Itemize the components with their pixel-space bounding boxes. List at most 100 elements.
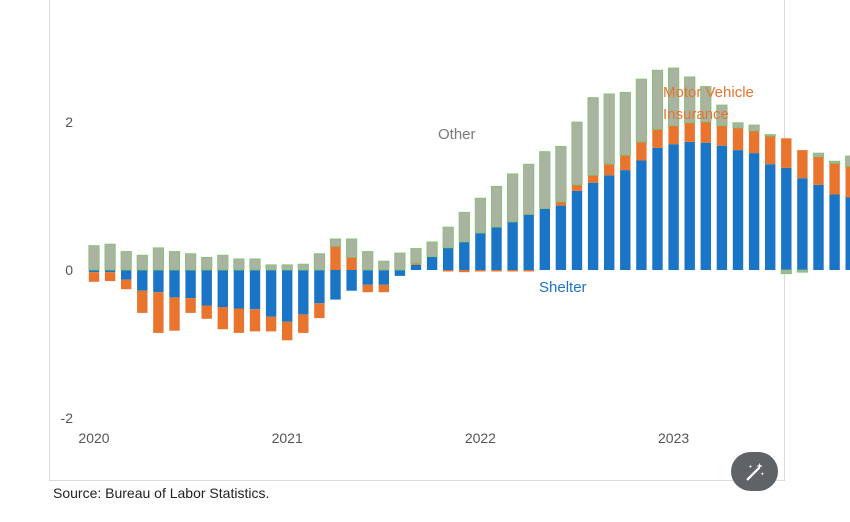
bar-shelter [443, 247, 454, 270]
y-tick-label: 2 [65, 114, 73, 130]
bar-motor-vehicle-insurance [314, 303, 325, 319]
bar-shelter [410, 264, 422, 270]
bar-shelter [314, 270, 325, 304]
bar-shelter [620, 170, 631, 270]
bar-other [265, 264, 277, 271]
bar-other [796, 269, 809, 273]
y-tick-label: -2 [61, 410, 74, 426]
bar-other [88, 245, 100, 271]
bar-motor-vehicle-insurance [652, 129, 663, 148]
bar-other [281, 264, 293, 271]
bar-motor-vehicle-insurance [330, 246, 341, 270]
bar-motor-vehicle-insurance [700, 122, 711, 143]
bar-shelter [249, 270, 261, 310]
bar-other [394, 252, 406, 271]
bar-other [410, 248, 422, 264]
bar-motor-vehicle-insurance [201, 305, 212, 319]
bar-other [362, 251, 374, 271]
bar-motor-vehicle-insurance [346, 257, 357, 270]
bar-other [426, 241, 438, 258]
y-tick-label: 0 [65, 262, 73, 278]
bar-other [442, 226, 454, 249]
bar-shelter [716, 145, 728, 270]
bar-shelter [104, 270, 116, 273]
bar-other [136, 254, 148, 271]
bar-shelter [668, 144, 679, 270]
bar-shelter [298, 270, 309, 315]
bar-motor-vehicle-insurance [104, 272, 116, 282]
bar-motor-vehicle-insurance [604, 164, 615, 176]
bar-shelter [217, 270, 228, 307]
bar-shelter [587, 182, 599, 270]
bar-motor-vehicle-insurance [282, 321, 293, 341]
bar-motor-vehicle-insurance [362, 284, 373, 293]
bar-shelter [539, 208, 550, 270]
bar-motor-vehicle-insurance [829, 163, 840, 195]
bar-shelter [330, 270, 341, 300]
bar-other [716, 104, 728, 127]
bar-other [619, 92, 631, 156]
x-tick-label: 2020 [78, 430, 109, 446]
bar-other [668, 67, 680, 127]
bar-motor-vehicle-insurance [668, 125, 679, 145]
bar-motor-vehicle-insurance [88, 272, 100, 282]
bar-other [217, 254, 229, 271]
bar-shelter [845, 197, 850, 270]
bar-motor-vehicle-insurance [845, 166, 850, 198]
bar-shelter [475, 233, 486, 270]
bar-shelter [507, 221, 518, 270]
bar-other [780, 269, 792, 275]
bar-shelter [282, 270, 293, 322]
bar-motor-vehicle-insurance [748, 130, 760, 154]
magic-edit-button[interactable] [731, 452, 778, 491]
bar-shelter [636, 160, 647, 270]
bar-shelter [201, 270, 212, 306]
bar-other [458, 211, 470, 243]
bar-shelter [765, 164, 776, 270]
bar-motor-vehicle-insurance [410, 263, 422, 265]
bar-other [812, 152, 825, 158]
bar-other [329, 238, 342, 247]
bar-other [120, 251, 132, 271]
bar-motor-vehicle-insurance [169, 297, 180, 331]
bar-motor-vehicle-insurance [797, 150, 808, 179]
bar-motor-vehicle-insurance [636, 142, 647, 161]
bar-motor-vehicle-insurance [555, 201, 567, 206]
bar-motor-vehicle-insurance [587, 175, 599, 183]
bar-shelter [491, 227, 502, 270]
bar-other [700, 86, 712, 123]
bar-other [104, 243, 116, 271]
bar-shelter [426, 256, 438, 270]
bar-other [539, 151, 551, 210]
bar-shelter [233, 270, 245, 309]
bar-motor-vehicle-insurance [620, 155, 631, 171]
bar-other [635, 78, 648, 143]
bar-shelter [265, 270, 277, 317]
bar-other [555, 145, 567, 203]
bar-other [506, 173, 519, 223]
bar-motor-vehicle-insurance [765, 136, 776, 165]
bar-motor-vehicle-insurance [781, 138, 792, 168]
bar-other [571, 121, 583, 186]
bar-shelter [781, 167, 792, 270]
bar-shelter [700, 142, 711, 270]
bar-other [184, 253, 197, 271]
axes-group: 20-220202021202220232024 [61, 114, 690, 446]
bar-shelter [523, 214, 534, 270]
bar-motor-vehicle-insurance [137, 290, 148, 313]
x-tick-label: 2021 [272, 430, 303, 446]
bar-other [297, 263, 309, 271]
bar-shelter [459, 241, 470, 270]
bar-other [651, 69, 664, 130]
bar-shelter [88, 270, 100, 273]
bar-other [345, 238, 358, 258]
bar-motor-vehicle-insurance [475, 270, 486, 272]
bar-shelter [169, 270, 180, 298]
bar-shelter [797, 178, 808, 270]
bar-motor-vehicle-insurance [732, 127, 744, 151]
bar-shelter [604, 175, 615, 270]
bar-motor-vehicle-insurance [523, 270, 534, 272]
bar-other [684, 76, 696, 124]
bar-motor-vehicle-insurance [716, 125, 728, 146]
bar-other [201, 256, 213, 271]
